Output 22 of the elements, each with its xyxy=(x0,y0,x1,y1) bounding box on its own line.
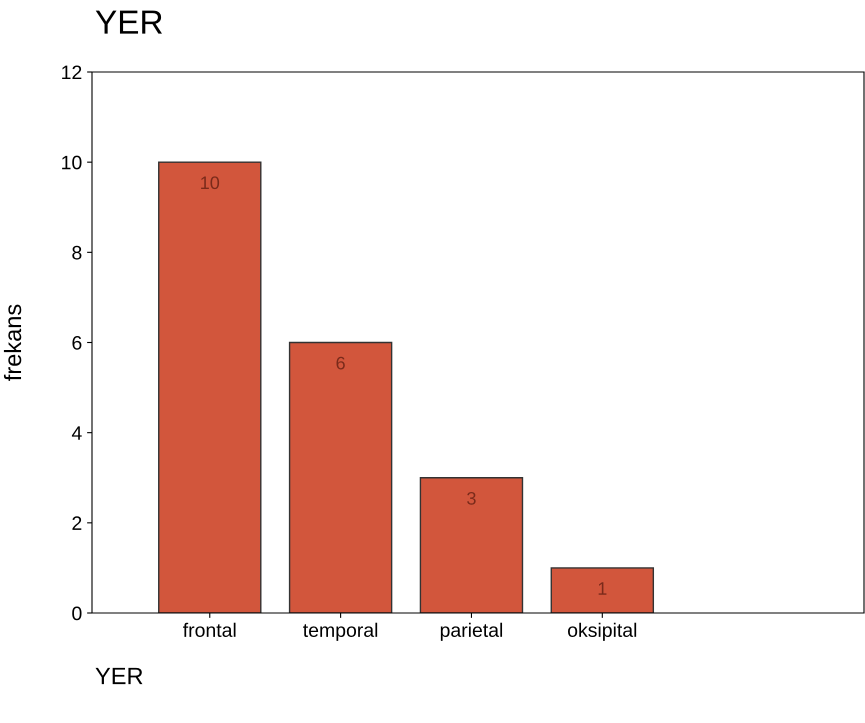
y-tick-label: 2 xyxy=(72,516,82,530)
y-tick-label: 0 xyxy=(72,606,82,620)
x-tick-label: frontal xyxy=(183,622,236,638)
chart-title: YER xyxy=(96,10,162,34)
y-tick-label: 8 xyxy=(72,246,82,260)
x-tick-label: temporal xyxy=(303,622,378,641)
y-tick-label: 4 xyxy=(72,426,82,440)
x-tick-label: oksipital xyxy=(568,622,636,641)
x-tick-label: parietal xyxy=(440,622,502,641)
bar xyxy=(550,567,654,613)
y-tick-label: 6 xyxy=(72,336,82,350)
y-axis-title: frekans xyxy=(4,304,22,381)
bar xyxy=(288,342,392,613)
y-tick-label: 12 xyxy=(62,65,82,80)
data-label: 6 xyxy=(336,356,345,370)
x-axis-title: YER xyxy=(96,668,142,684)
data-label: 1 xyxy=(598,582,606,595)
bar xyxy=(158,161,262,613)
data-label: 10 xyxy=(201,176,220,190)
bar xyxy=(420,477,524,613)
data-label: 3 xyxy=(467,492,476,505)
y-tick-label: 10 xyxy=(62,156,82,170)
